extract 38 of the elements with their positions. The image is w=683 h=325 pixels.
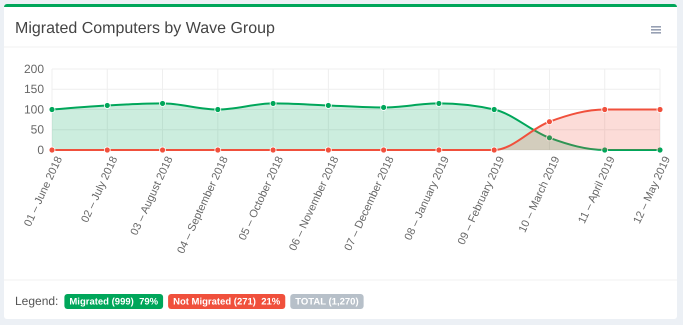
point <box>546 134 553 142</box>
point <box>490 146 498 154</box>
y-tick-label: 50 <box>30 122 44 137</box>
point <box>270 100 276 107</box>
point <box>48 106 56 113</box>
point <box>601 106 608 113</box>
point <box>104 102 111 109</box>
point <box>436 100 442 107</box>
point <box>324 102 332 109</box>
point <box>104 146 111 154</box>
point <box>214 106 222 113</box>
x-tick-label: 12 – May 2019 <box>631 154 674 226</box>
point <box>159 100 166 107</box>
text: TOTAL (1,270) <box>295 296 359 308</box>
point <box>601 146 608 154</box>
text: Migrated (999) 79% <box>69 296 159 308</box>
point <box>214 146 222 154</box>
point <box>656 146 664 154</box>
text: Not Migrated (271) 21% <box>173 296 281 308</box>
point <box>270 146 276 154</box>
y-tick-label: 200 <box>24 62 44 76</box>
point <box>546 118 553 126</box>
point <box>48 146 56 154</box>
x-tick-label: 11 – April 2019 <box>576 154 618 226</box>
y-tick-label: 100 <box>24 102 44 116</box>
chart-title: Migrated Computers by Wave Group <box>15 20 276 37</box>
point <box>656 106 664 113</box>
point <box>436 146 442 154</box>
point <box>380 146 388 154</box>
point <box>159 146 166 154</box>
y-tick-label: 150 <box>24 82 44 96</box>
x-tick-label: 01 – June 2018 <box>22 154 66 228</box>
x-tick-label: 02 – July 2018 <box>79 154 120 225</box>
legend-title: Legend: <box>15 294 58 308</box>
point <box>380 104 388 111</box>
y-tick-label: 0 <box>37 142 44 157</box>
point <box>324 146 332 154</box>
point <box>490 106 498 113</box>
